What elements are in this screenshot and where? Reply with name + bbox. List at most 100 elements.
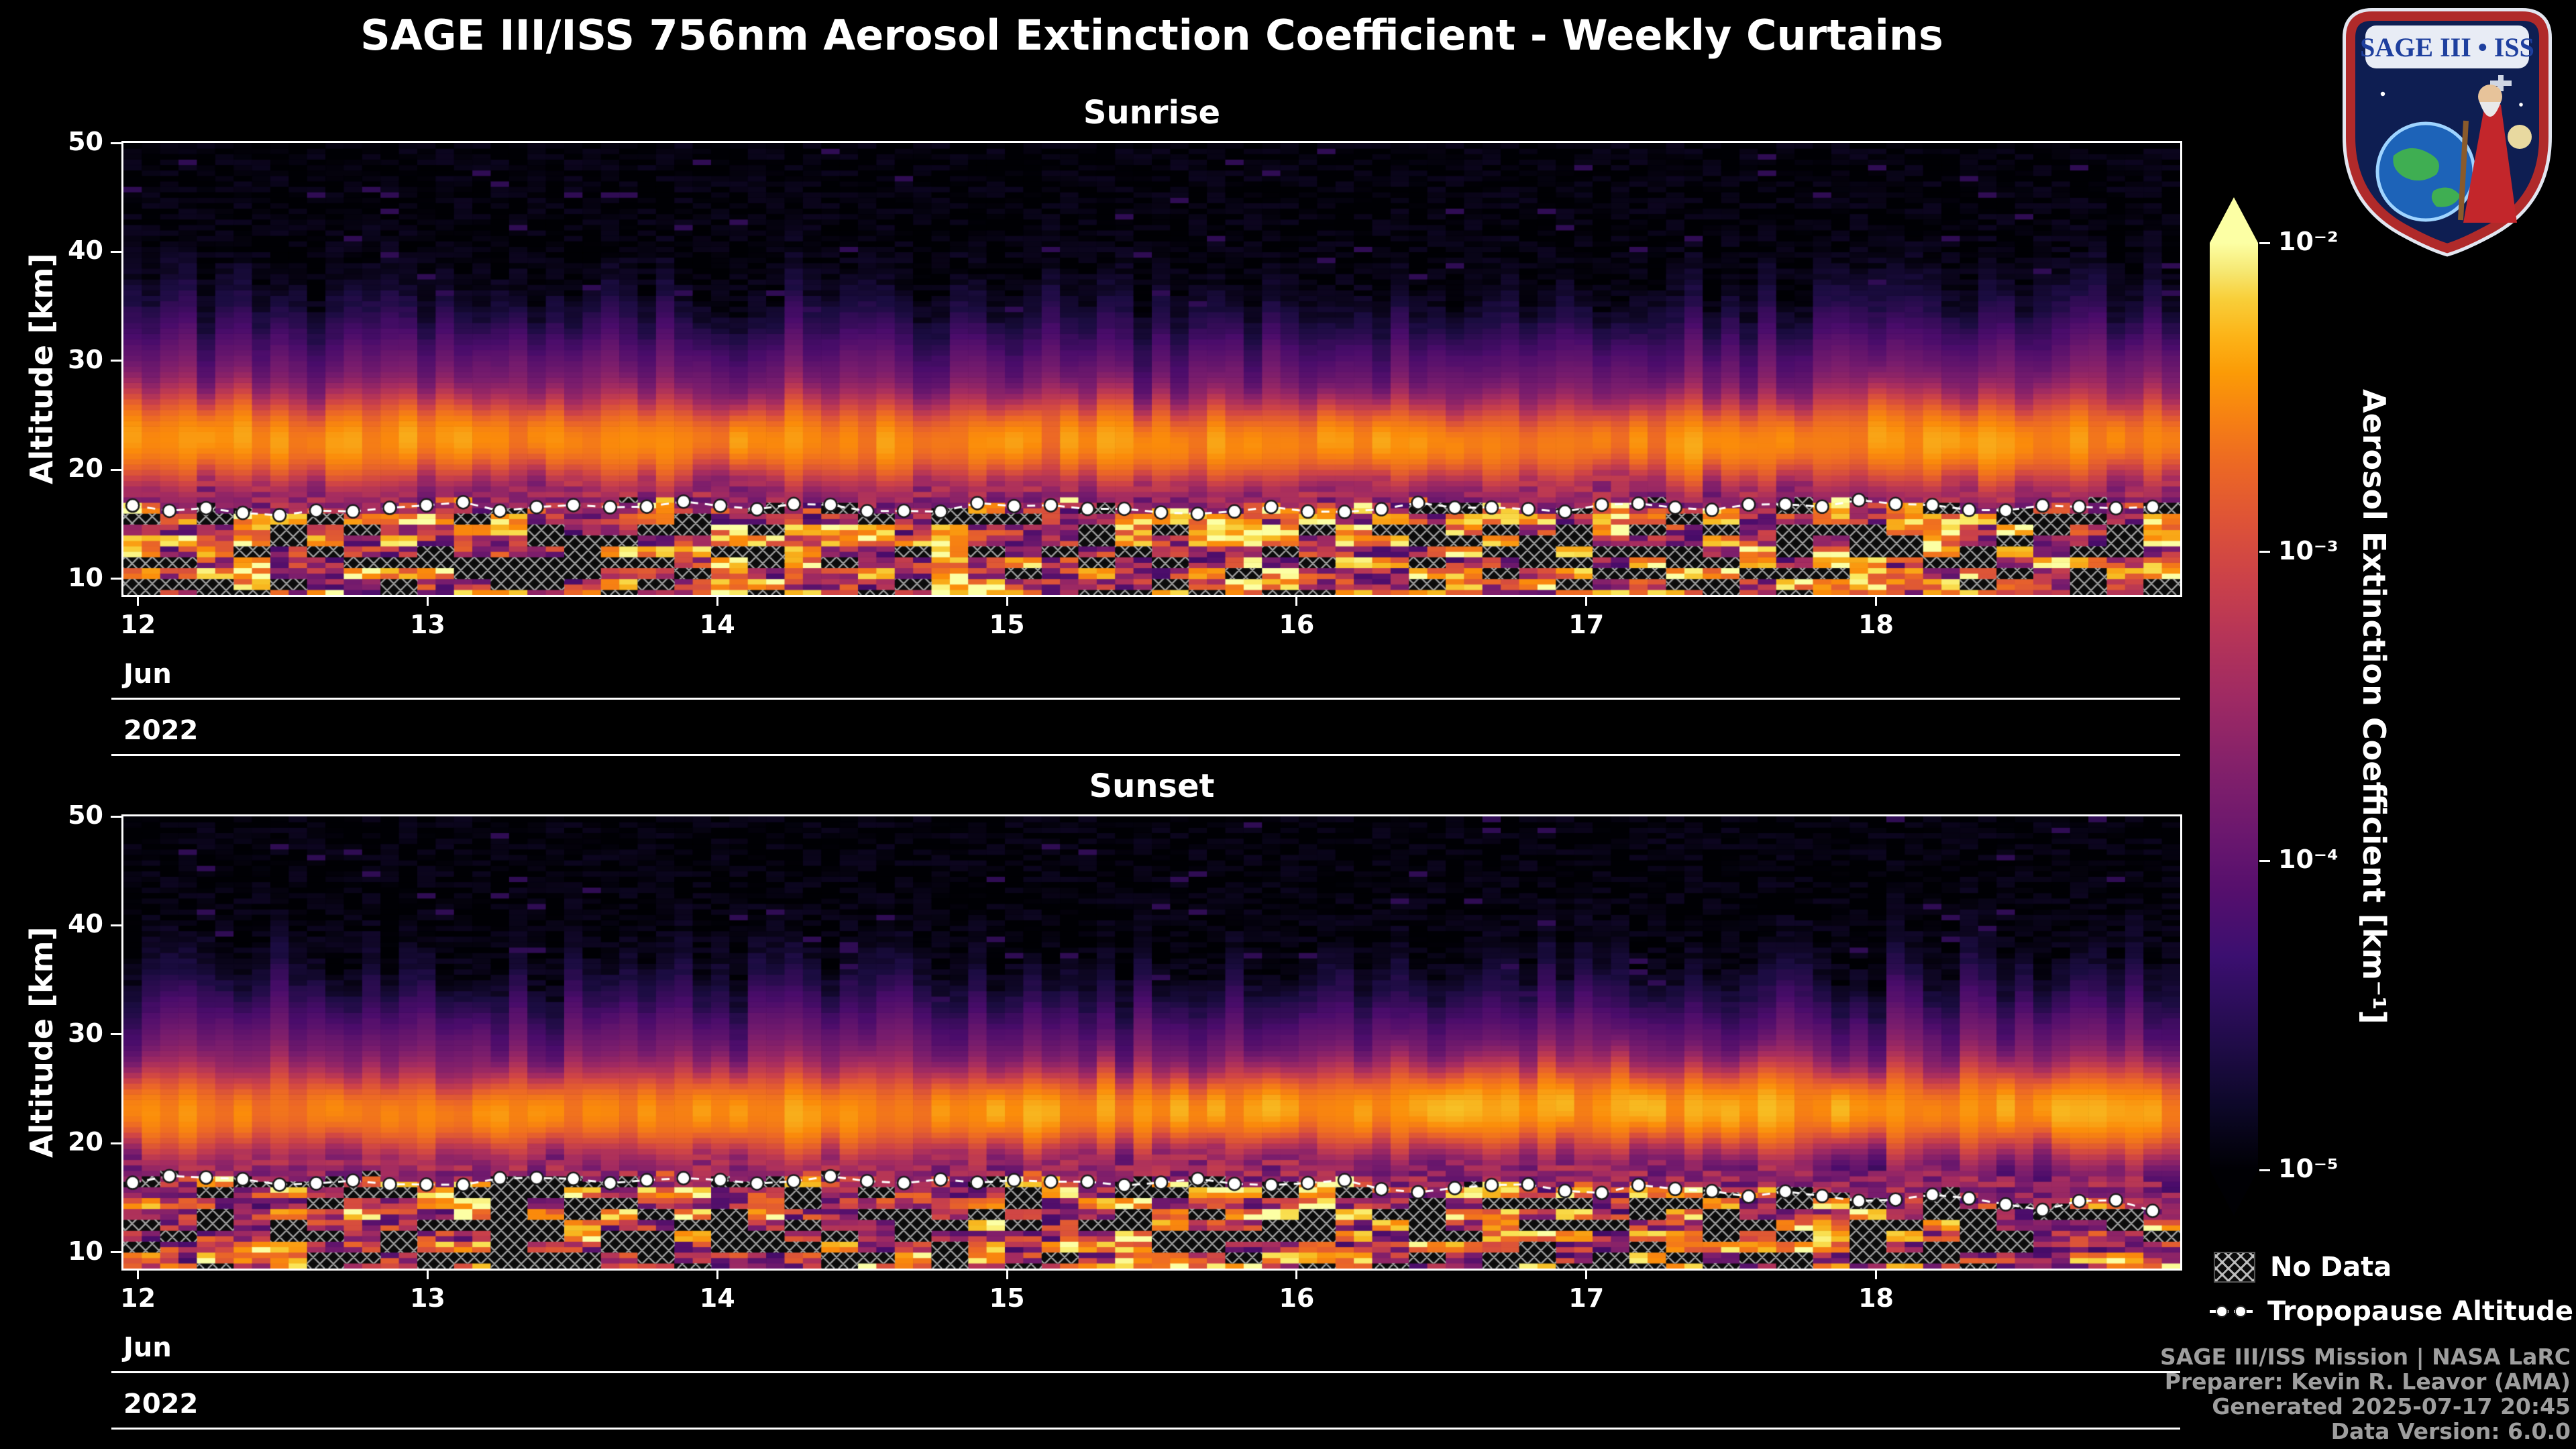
colorbar-tick-label: 10⁻³ [2278, 535, 2339, 566]
sunset-title: Sunset [1089, 767, 1215, 805]
x-tick [1006, 1269, 1008, 1279]
colorbar-arrow-max [2210, 197, 2258, 243]
legend-tropopause: Tropopause Altitude [2210, 1296, 2573, 1327]
x-tick-label: 15 [989, 610, 1025, 639]
x-tick [1875, 595, 1878, 606]
x-tick [716, 1269, 718, 1279]
wizard-beard [2479, 102, 2501, 117]
no-data-hatch-icon [2214, 1252, 2255, 1283]
tropopause-label: Tropopause Altitude [2267, 1296, 2574, 1327]
x-tick [137, 595, 140, 606]
sunrise-plot [121, 141, 2182, 597]
sunset-month-label: Jun [123, 1332, 172, 1363]
colorbar-label: Aerosol Extinction Coefficient [km⁻¹] [2356, 388, 2392, 1024]
tropopause-line-icon [2210, 1305, 2253, 1318]
colorbar-tick [2259, 241, 2270, 244]
x-tick [1295, 1269, 1298, 1279]
date-axis-line [111, 754, 2180, 756]
sunrise-title: Sunrise [1083, 94, 1221, 131]
x-tick-label: 13 [409, 610, 445, 639]
attribution: SAGE III/ISS Mission | NASA LaRC Prepare… [2160, 1344, 2571, 1444]
x-tick [426, 595, 429, 606]
x-tick-label: 14 [699, 610, 735, 639]
star-icon [2380, 91, 2385, 97]
x-tick [1875, 1269, 1878, 1279]
sunset-heatmap-canvas [123, 816, 2180, 1269]
x-tick [1006, 595, 1008, 606]
sunrise-year-label: 2022 [123, 715, 199, 746]
iss-icon [2498, 75, 2504, 91]
y-tick [111, 1142, 121, 1144]
y-tick-label: 30 [68, 1018, 103, 1048]
colorbar-tick [2259, 859, 2270, 862]
x-tick-label: 15 [989, 1283, 1025, 1313]
mission-patch-logo: SAGE III • ISS [2329, 5, 2565, 258]
y-tick-label: 40 [68, 909, 103, 939]
x-tick-label: 16 [1279, 1283, 1315, 1313]
earth-continent [2431, 187, 2461, 207]
x-tick [1585, 1269, 1588, 1279]
y-tick-label: 10 [68, 562, 103, 592]
sunset-plot [121, 814, 2182, 1271]
y-tick [111, 360, 121, 362]
attribution-line: Generated 2025-07-17 20:45 [2212, 1393, 2571, 1419]
x-tick-label: 14 [699, 1283, 735, 1313]
patch-title-band [2365, 25, 2529, 68]
y-tick [111, 1251, 121, 1254]
x-tick [1585, 595, 1588, 606]
figure-title: SAGE III/ISS 756nm Aerosol Extinction Co… [360, 11, 1943, 60]
patch-title-text: SAGE III • ISS [2360, 32, 2534, 62]
y-tick [111, 815, 121, 818]
colorbar-gradient [2210, 243, 2258, 1170]
y-tick-label: 20 [68, 453, 103, 484]
sunset-year-label: 2022 [123, 1389, 199, 1419]
date-axis-line [111, 1371, 2180, 1373]
x-tick [137, 1269, 140, 1279]
x-tick-label: 12 [120, 1283, 156, 1313]
attribution-line: SAGE III/ISS Mission | NASA LaRC [2160, 1344, 2571, 1370]
x-tick [716, 595, 718, 606]
y-tick [111, 250, 121, 253]
x-tick-label: 16 [1279, 610, 1315, 639]
x-tick-label: 17 [1568, 1283, 1605, 1313]
x-tick [426, 1269, 429, 1279]
colorbar-tick [2259, 551, 2270, 553]
attribution-line: Preparer: Kevin R. Leavor (AMA) [2164, 1368, 2571, 1395]
colorbar-arrow-min [2210, 1170, 2258, 1216]
y-tick-label: 50 [68, 127, 103, 156]
x-tick-label: 12 [120, 610, 156, 639]
y-tick-label: 10 [68, 1236, 103, 1266]
colorbar-tick-label: 10⁻² [2278, 227, 2339, 256]
colorbar-tick-label: 10⁻⁵ [2278, 1154, 2339, 1183]
no-data-label: No Data [2270, 1252, 2392, 1283]
mission-patch-svg: SAGE III • ISS [2343, 8, 2552, 257]
y-tick-label: 30 [68, 344, 103, 374]
y-tick [111, 142, 121, 144]
wizard-staff [2458, 120, 2469, 221]
moon-icon [2508, 125, 2532, 149]
y-tick-label: 40 [68, 235, 103, 266]
star-icon [2519, 103, 2523, 107]
x-tick [1295, 595, 1298, 606]
y-tick [111, 924, 121, 926]
attribution-line: Data Version: 6.0.0 [2330, 1418, 2571, 1444]
colorbar-tick-label: 10⁻⁴ [2278, 845, 2339, 875]
y-tick [111, 1033, 121, 1036]
x-tick-label: 17 [1568, 610, 1605, 639]
wizard-figure [2463, 105, 2517, 223]
earth-continent [2393, 148, 2439, 181]
y-tick [111, 468, 121, 471]
x-tick-label: 18 [1858, 610, 1894, 639]
legend-no-data: No Data [2214, 1252, 2392, 1283]
y-tick [111, 578, 121, 580]
y-tick-label: 20 [68, 1127, 103, 1157]
sunrise-heatmap-canvas [123, 143, 2180, 595]
date-axis-line [111, 698, 2180, 700]
colorbar-tick [2259, 1169, 2270, 1171]
x-tick-label: 13 [409, 1283, 445, 1313]
date-axis-line [111, 1428, 2180, 1430]
sunrise-month-label: Jun [123, 659, 172, 690]
y-tick-label: 50 [68, 800, 103, 830]
x-tick-label: 18 [1858, 1283, 1894, 1313]
